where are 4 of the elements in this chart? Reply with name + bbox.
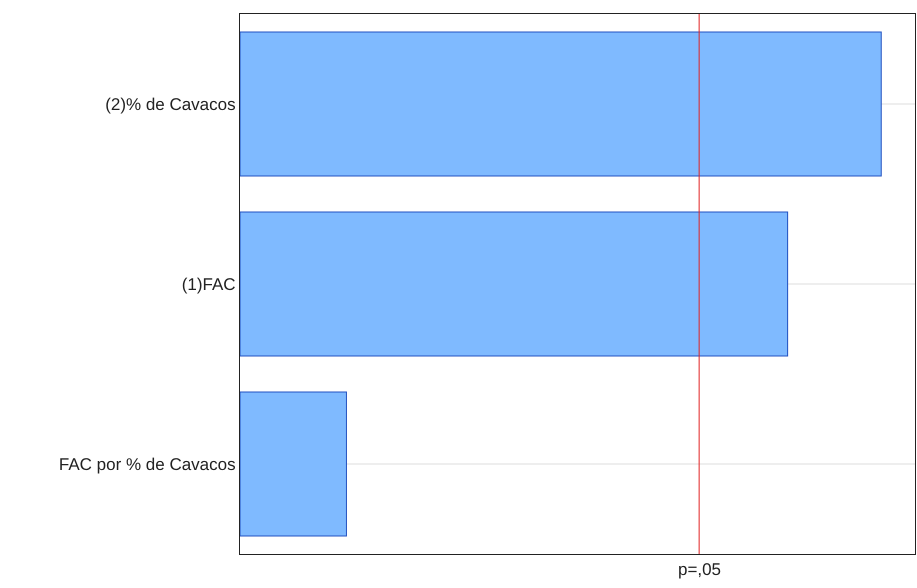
y-tick-label: (1)FAC bbox=[182, 274, 236, 294]
y-tick-label: (2)% de Cavacos bbox=[105, 94, 236, 114]
ref-line-label: p=,05 bbox=[678, 560, 722, 579]
y-tick-label: FAC por % de Cavacos bbox=[58, 454, 236, 474]
